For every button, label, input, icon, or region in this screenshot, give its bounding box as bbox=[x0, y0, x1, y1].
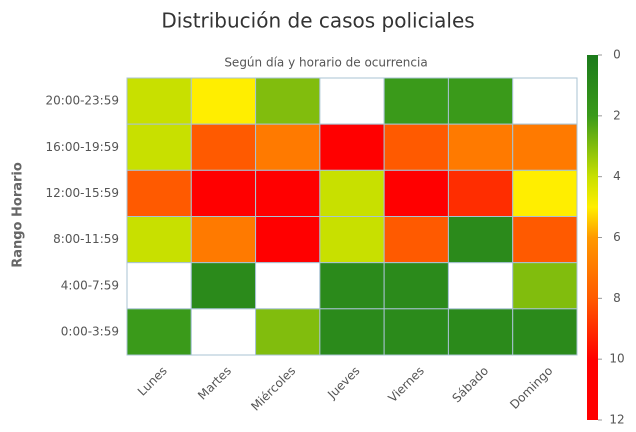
y-tick-label: 0:00-3:59 bbox=[61, 324, 119, 338]
color-tick-label: 6 bbox=[613, 230, 621, 244]
cell bbox=[319, 308, 385, 356]
cell bbox=[383, 169, 449, 217]
y-tick-label: 20:00-23:59 bbox=[46, 94, 120, 108]
cell bbox=[447, 216, 514, 264]
cell bbox=[319, 123, 385, 171]
cell bbox=[255, 308, 321, 356]
cell bbox=[319, 169, 385, 217]
x-tick-label: Lunes bbox=[135, 364, 170, 399]
empty-cell bbox=[126, 262, 192, 310]
cell bbox=[447, 77, 514, 125]
empty-cell bbox=[319, 77, 385, 125]
x-tick-label: Sábado bbox=[450, 364, 492, 406]
cell bbox=[255, 169, 321, 217]
y-tick-label: 16:00-19:59 bbox=[46, 140, 120, 154]
empty-cell bbox=[512, 77, 578, 125]
y-tick-label: 8:00-11:59 bbox=[53, 232, 119, 246]
cell bbox=[512, 262, 578, 310]
color-bar bbox=[587, 55, 598, 420]
cell bbox=[126, 308, 192, 356]
cell bbox=[190, 169, 257, 217]
cell bbox=[447, 123, 514, 171]
color-tick-label: 8 bbox=[613, 291, 621, 305]
color-tick-label: 12 bbox=[609, 413, 624, 427]
cell bbox=[319, 262, 385, 310]
cell bbox=[190, 262, 257, 310]
color-tick-label: 0 bbox=[613, 48, 621, 62]
cell bbox=[512, 216, 578, 264]
y-tick-label: 4:00-7:59 bbox=[61, 278, 119, 292]
cell bbox=[190, 123, 257, 171]
chart-title: Distribución de casos policiales bbox=[161, 9, 474, 33]
empty-cell bbox=[447, 262, 514, 310]
cell bbox=[383, 123, 449, 171]
y-axis-title: Rango Horario bbox=[11, 162, 26, 268]
cell bbox=[383, 262, 449, 310]
y-tick-label: 12:00-15:59 bbox=[46, 186, 120, 200]
empty-cell bbox=[255, 262, 321, 310]
cell bbox=[512, 308, 578, 356]
cell bbox=[319, 216, 385, 264]
color-tick-label: 4 bbox=[613, 169, 621, 183]
cell bbox=[190, 77, 257, 125]
cell bbox=[126, 169, 192, 217]
cell bbox=[126, 77, 192, 125]
x-tick-label: Martes bbox=[195, 364, 234, 403]
cell bbox=[512, 123, 578, 171]
cell bbox=[447, 169, 514, 217]
cell bbox=[512, 169, 578, 217]
color-tick-label: 2 bbox=[613, 108, 621, 122]
cell bbox=[255, 123, 321, 171]
cell bbox=[383, 216, 449, 264]
x-tick-label: Miércoles bbox=[248, 364, 298, 414]
x-tick-label: Viernes bbox=[385, 364, 426, 405]
cell bbox=[126, 123, 192, 171]
x-tick-label: Jueves bbox=[324, 364, 362, 402]
cell bbox=[255, 77, 321, 125]
empty-cell bbox=[190, 308, 257, 356]
color-tick-label: 10 bbox=[609, 352, 624, 366]
cell bbox=[126, 216, 192, 264]
cell bbox=[447, 308, 514, 356]
chart-subtitle: Según día y horario de ocurrencia bbox=[224, 56, 427, 70]
cell bbox=[383, 308, 449, 356]
cell bbox=[255, 216, 321, 264]
cell bbox=[190, 216, 257, 264]
x-tick-label: Domingo bbox=[507, 364, 555, 412]
cell bbox=[383, 77, 449, 125]
